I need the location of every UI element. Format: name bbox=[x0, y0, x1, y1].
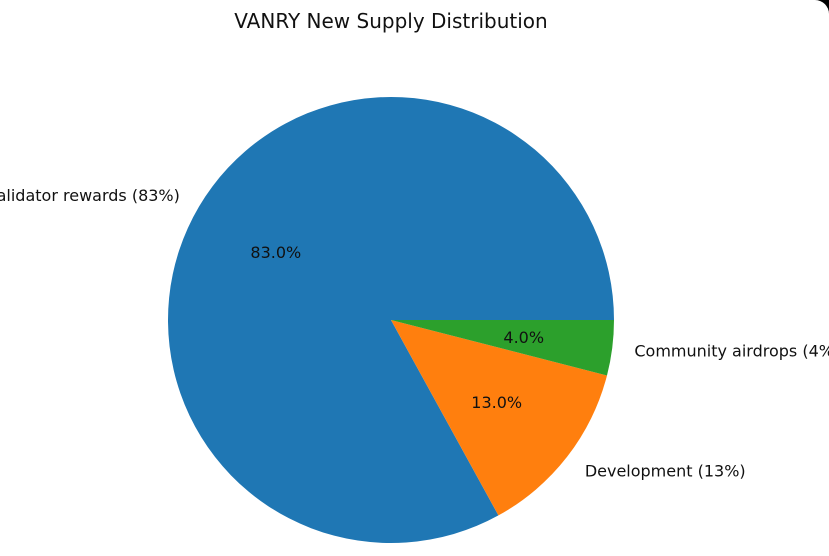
pie-labels: 83.0% Validator rewards (83%) 13.0% Develop… bbox=[0, 186, 829, 480]
chart-title: VANRY New Supply Distribution bbox=[234, 9, 547, 33]
pct-label-community-airdrops: 4.0% bbox=[503, 328, 544, 347]
slice-label-community-airdrops: Community airdrops (4%) bbox=[634, 342, 829, 361]
pie-slices bbox=[168, 97, 615, 543]
pct-label-validator-rewards: 83.0% bbox=[250, 243, 301, 262]
pie-slice-community-airdrops bbox=[391, 320, 614, 376]
pie-slice-development bbox=[391, 320, 607, 516]
slice-label-validator-rewards: Validator rewards (83%) bbox=[0, 186, 180, 205]
slice-label-development: Development (13%) bbox=[585, 461, 746, 480]
pct-label-development: 13.0% bbox=[471, 393, 522, 412]
